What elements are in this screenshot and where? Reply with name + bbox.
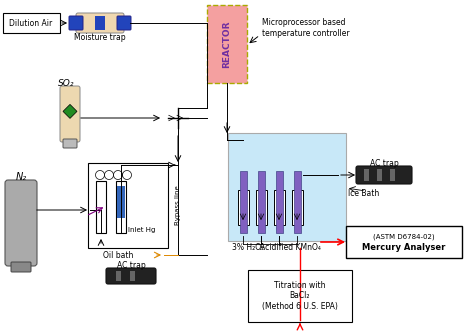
FancyBboxPatch shape — [256, 190, 267, 225]
FancyBboxPatch shape — [117, 186, 125, 218]
Text: SO₂: SO₂ — [58, 78, 74, 88]
FancyBboxPatch shape — [96, 181, 106, 233]
FancyBboxPatch shape — [130, 271, 135, 281]
Text: Inlet Hg: Inlet Hg — [128, 227, 155, 233]
FancyBboxPatch shape — [240, 171, 247, 233]
FancyBboxPatch shape — [238, 190, 249, 225]
FancyBboxPatch shape — [248, 270, 352, 322]
Text: Moisture trap: Moisture trap — [74, 33, 126, 42]
Text: Ice Bath: Ice Bath — [348, 189, 379, 198]
Text: REACTOR: REACTOR — [222, 20, 231, 68]
Polygon shape — [63, 104, 77, 119]
FancyBboxPatch shape — [116, 181, 126, 233]
Text: N₂: N₂ — [16, 172, 27, 182]
Text: AC trap: AC trap — [117, 262, 146, 271]
Text: (ASTM D6784-02): (ASTM D6784-02) — [373, 234, 435, 240]
FancyBboxPatch shape — [294, 171, 301, 233]
FancyBboxPatch shape — [3, 13, 60, 33]
FancyBboxPatch shape — [377, 169, 382, 181]
FancyBboxPatch shape — [60, 86, 80, 142]
Text: Acidified KMnO₄: Acidified KMnO₄ — [260, 243, 320, 253]
FancyBboxPatch shape — [292, 190, 303, 225]
FancyBboxPatch shape — [117, 16, 131, 30]
Text: 3% H₂O₂: 3% H₂O₂ — [232, 243, 264, 253]
FancyBboxPatch shape — [106, 268, 156, 284]
FancyBboxPatch shape — [76, 13, 124, 33]
FancyBboxPatch shape — [258, 171, 265, 233]
FancyBboxPatch shape — [5, 180, 37, 266]
Text: Titration with
BaCl₂
(Method 6 U.S. EPA): Titration with BaCl₂ (Method 6 U.S. EPA) — [262, 281, 338, 311]
FancyBboxPatch shape — [356, 166, 412, 184]
FancyBboxPatch shape — [88, 163, 168, 248]
FancyBboxPatch shape — [95, 16, 105, 30]
FancyBboxPatch shape — [63, 139, 77, 148]
FancyBboxPatch shape — [346, 226, 462, 258]
FancyBboxPatch shape — [274, 190, 285, 225]
Text: Dilution Air: Dilution Air — [9, 19, 53, 28]
FancyBboxPatch shape — [207, 5, 247, 83]
Text: Microprocessor based
temperature controller: Microprocessor based temperature control… — [262, 18, 350, 38]
Text: Bypass line: Bypass line — [175, 185, 181, 225]
Text: Mercury Analyser: Mercury Analyser — [362, 242, 446, 252]
Text: AC trap: AC trap — [370, 158, 398, 168]
FancyBboxPatch shape — [69, 16, 83, 30]
FancyBboxPatch shape — [116, 271, 121, 281]
FancyBboxPatch shape — [11, 262, 31, 272]
FancyBboxPatch shape — [276, 171, 283, 233]
FancyBboxPatch shape — [390, 169, 395, 181]
FancyBboxPatch shape — [364, 169, 369, 181]
Text: Oil bath: Oil bath — [103, 252, 133, 261]
FancyBboxPatch shape — [228, 133, 346, 241]
